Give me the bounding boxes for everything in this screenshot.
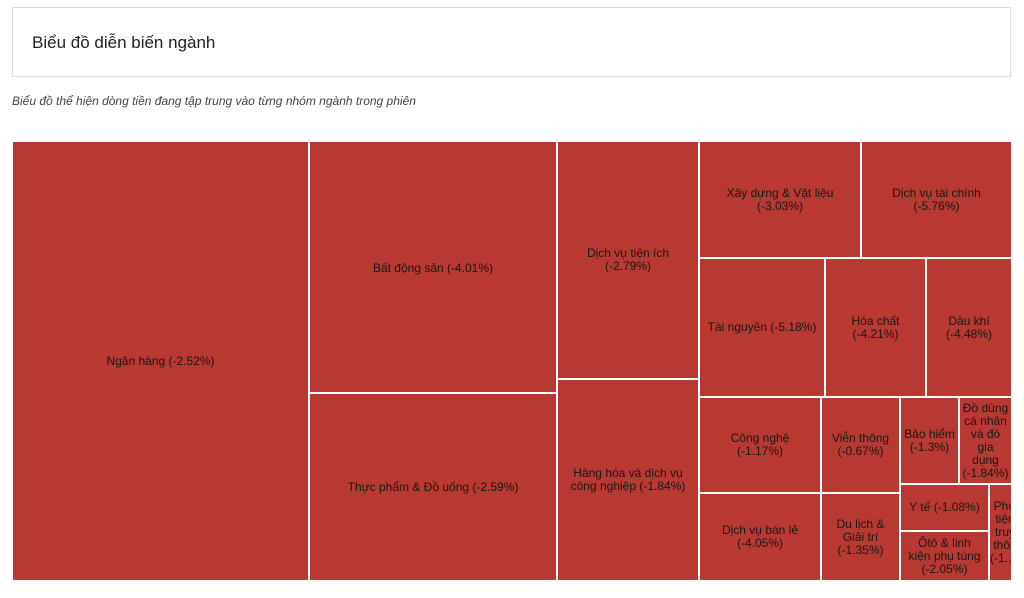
treemap-tile-label: Viễn thông (-0.67%) [831,431,890,458]
treemap-tile[interactable]: Công nghệ (-1.17%) [699,397,821,493]
treemap-tile[interactable]: Bất động sản (-4.01%) [309,141,557,393]
treemap-tile[interactable]: Du lịch & Giải trí (-1.35%) [821,493,900,581]
treemap-tile-label: Dầu khí (-4.48%) [945,313,992,341]
treemap-tile-label: Ôtô & linh kiện phụ tùng (-2.05%) [908,535,981,576]
treemap-tile[interactable]: Bảo hiểm (-1.3%) [900,397,959,484]
chart-subtitle: Biểu đồ thể hiện dòng tiền đang tập trun… [12,94,416,108]
treemap-tile-label: Dịch vụ tài chính (-5.76%) [892,185,981,213]
treemap-tile-label: Du lịch & Giải trí (-1.35%) [836,516,885,557]
treemap-tile-label: Hóa chất (-4.21%) [851,313,900,341]
treemap-tile[interactable]: Dịch vụ bán lẻ (-4.05%) [699,493,821,581]
treemap-tile[interactable]: Y tế (-1.08%) [900,484,989,531]
treemap-tile-label: Phư tiện truy thôn (-1.… [990,499,1011,565]
treemap-tile[interactable]: Dịch vụ tiện ích (-2.79%) [557,141,699,379]
treemap-tile[interactable]: Ngân hàng (-2.52%) [12,141,309,581]
treemap-tile-label: Bảo hiểm (-1.3%) [904,426,955,454]
chart-title-panel: Biểu đồ diễn biến ngành [12,7,1011,77]
treemap-tile-label: Xây dựng & Vật liệu (-3.03%) [726,185,834,213]
treemap-tile-label: Dịch vụ tiện ích (-2.79%) [586,246,670,273]
treemap-tile-label: Đồ dùng cá nhân và đồ gia dụng (-1.84%) [962,400,1009,480]
treemap-tile[interactable]: Phư tiện truy thôn (-1.… [989,484,1012,581]
treemap-tile-label: Ngân hàng (-2.52%) [106,353,215,368]
treemap-tile[interactable]: Hóa chất (-4.21%) [825,258,926,397]
treemap-tile-label: Dịch vụ bán lẻ (-4.05%) [721,523,799,550]
treemap-tile-label: Bất động sản (-4.01%) [372,261,494,275]
treemap-tile-label: Y tế (-1.08%) [909,500,980,514]
treemap-tile[interactable]: Đồ dùng cá nhân và đồ gia dụng (-1.84%) [959,397,1012,484]
treemap-tile[interactable]: Dịch vụ tài chính (-5.76%) [861,141,1012,258]
chart-title: Biểu đồ diễn biến ngành [32,33,216,52]
treemap-tile[interactable]: Ôtô & linh kiện phụ tùng (-2.05%) [900,531,989,581]
treemap-tile[interactable]: Hàng hóa và dịch vụ công nghiệp (-1.84%) [557,379,699,581]
treemap-tile[interactable]: Dầu khí (-4.48%) [926,258,1012,397]
treemap-tile-label: Hàng hóa và dịch vụ công nghiệp (-1.84%) [570,466,686,493]
treemap-tile[interactable]: Thực phẩm & Đồ uống (-2.59%) [309,393,557,581]
treemap-tile[interactable]: Tài nguyên (-5.18%) [699,258,825,397]
treemap-tile[interactable]: Xây dựng & Vật liệu (-3.03%) [699,141,861,258]
treemap-tile-label: Công nghệ (-1.17%) [730,431,790,458]
sector-treemap: Ngân hàng (-2.52%) Bất động sản (-4.01%) T… [12,141,1012,581]
treemap-tile[interactable]: Viễn thông (-0.67%) [821,397,900,493]
treemap-tile-label: Thực phẩm & Đồ uống (-2.59%) [347,479,519,494]
treemap-tile-label: Tài nguyên (-5.18%) [707,320,817,334]
